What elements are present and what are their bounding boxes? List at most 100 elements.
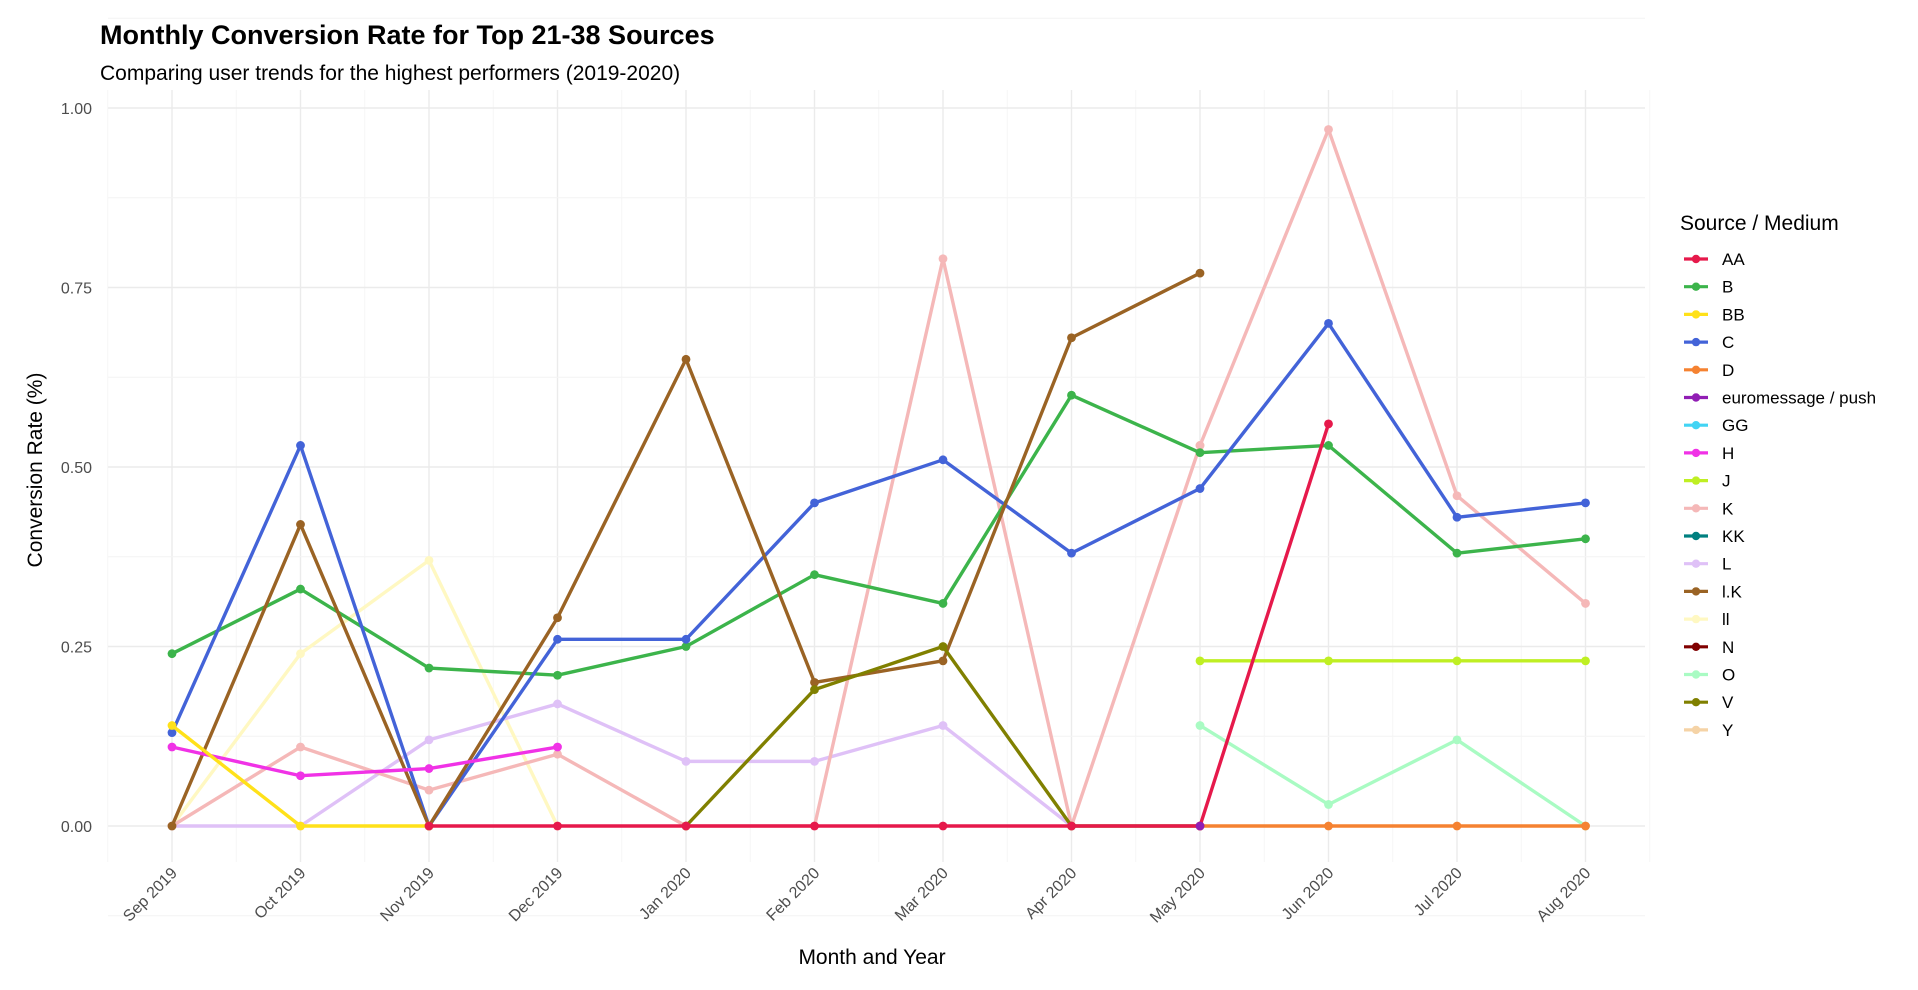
x-tick-label: Apr 2020 [1022, 865, 1080, 923]
data-point [810, 498, 819, 508]
data-point [810, 821, 819, 831]
data-point [938, 455, 948, 465]
legend-label: Y [1722, 721, 1733, 740]
data-point [167, 721, 177, 730]
legend-item: B [1684, 278, 1733, 297]
data-point [553, 613, 562, 623]
data-point [1195, 484, 1205, 493]
legend-key-point [1691, 337, 1701, 347]
data-point [1324, 800, 1333, 809]
legend-key-point [1691, 698, 1701, 707]
data-point [938, 721, 948, 730]
data-point [553, 699, 562, 709]
legend-item: AA [1684, 250, 1745, 269]
data-point [1452, 821, 1462, 831]
legend-key-point [1691, 282, 1701, 291]
legend-item: N [1684, 638, 1734, 657]
series-line [170, 127, 1588, 828]
legend-item: D [1684, 361, 1734, 380]
data-point [810, 685, 819, 694]
legend-key-point [1691, 504, 1701, 513]
data-point [1067, 333, 1076, 343]
series [167, 742, 562, 781]
data-point [1452, 548, 1462, 558]
data-point [938, 642, 948, 651]
data-point [1452, 656, 1462, 666]
series-line [170, 702, 1074, 828]
data-point [681, 756, 691, 766]
data-point [1581, 821, 1590, 831]
legend-item: J [1684, 472, 1731, 491]
data-point [167, 649, 177, 659]
data-point [424, 555, 434, 565]
legend-label: euromessage / push [1722, 389, 1876, 408]
data-point [1324, 319, 1333, 328]
data-point [1452, 491, 1462, 501]
data-point [1581, 498, 1590, 508]
series-line [170, 393, 1588, 677]
series-line [170, 745, 560, 778]
legend-label: B [1722, 278, 1733, 297]
y-tick-label: 0.25 [61, 640, 92, 657]
legend-label: GG [1722, 416, 1748, 435]
data-point [296, 520, 305, 529]
data-point [1324, 441, 1333, 450]
data-point [1581, 599, 1590, 608]
legend-item: GG [1684, 416, 1748, 435]
data-point [1067, 390, 1076, 400]
series-line [170, 558, 560, 828]
legend-item: L [1684, 555, 1731, 574]
x-tick-label: Jul 2020 [1411, 865, 1466, 920]
legend-item: V [1684, 693, 1734, 712]
data-point [296, 649, 305, 659]
data-point [1581, 534, 1590, 544]
legend-item: ll [1684, 610, 1730, 629]
legend-key-point [1691, 254, 1701, 264]
x-tick-label: Jan 2020 [636, 865, 695, 924]
legend-label: BB [1722, 305, 1745, 324]
data-point [810, 678, 819, 687]
series [1195, 656, 1590, 666]
data-point [1195, 721, 1205, 730]
x-tick-label: May 2020 [1147, 865, 1209, 927]
legend-key-point [1691, 421, 1701, 430]
data-point [1195, 268, 1205, 278]
data-point [810, 570, 819, 580]
data-point [296, 584, 305, 594]
legend-label: KK [1722, 527, 1745, 546]
legend-item: K [1684, 499, 1734, 518]
data-point [681, 354, 691, 364]
data-point [1324, 125, 1333, 134]
data-point [296, 441, 305, 450]
data-point [681, 821, 691, 831]
x-tick-label: Oct 2019 [251, 865, 309, 923]
legend-label: L [1722, 555, 1731, 574]
data-point [1195, 821, 1205, 831]
y-tick-label: 0.75 [61, 281, 92, 298]
legend-key-point [1691, 559, 1701, 568]
data-point [167, 821, 177, 831]
legend-label: D [1722, 361, 1734, 380]
legend-title: Source / Medium [1680, 212, 1839, 235]
data-point [1195, 441, 1205, 450]
chart-subtitle: Comparing user trends for the highest pe… [100, 62, 680, 85]
legend-label: N [1722, 638, 1734, 657]
y-tick-label: 0.50 [61, 460, 92, 477]
data-point [1324, 419, 1333, 429]
legend-item: O [1684, 666, 1735, 685]
legend-key-point [1691, 670, 1701, 679]
legend-label: C [1722, 333, 1734, 352]
legend-label: AA [1722, 250, 1745, 269]
data-point [1195, 448, 1205, 458]
data-point [938, 599, 948, 608]
y-axis-ticks: 0.00 0.25 0.50 0.75 1.00 [61, 101, 92, 836]
legend-item: euromessage / push [1684, 389, 1876, 408]
legend-key-point [1691, 587, 1701, 596]
legend-key-point [1691, 531, 1701, 541]
data-point [424, 821, 434, 831]
legend-label: ll [1722, 610, 1730, 629]
data-point [553, 634, 562, 644]
legend-key-point [1691, 365, 1701, 374]
legend-key-point [1691, 476, 1701, 485]
